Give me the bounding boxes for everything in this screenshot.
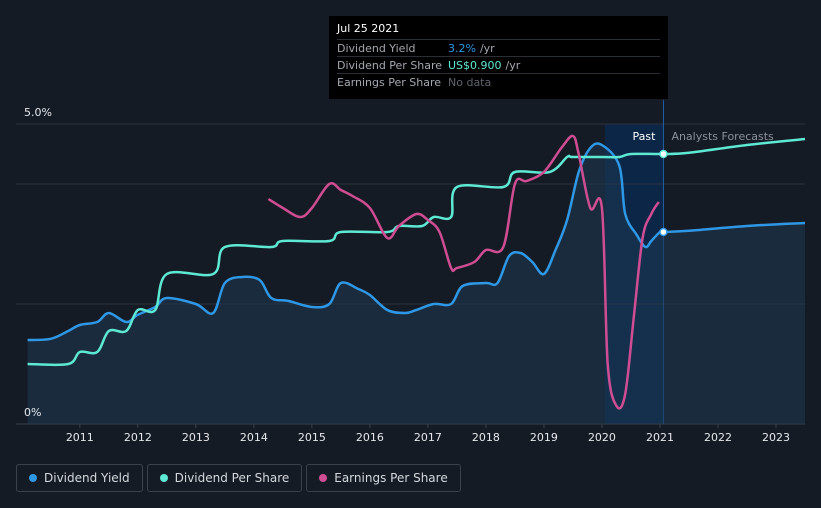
tooltip-date: Jul 25 2021 bbox=[337, 22, 400, 35]
x-tick-label: 2014 bbox=[240, 431, 268, 444]
tooltip-label: Dividend Per Share bbox=[337, 58, 443, 72]
series-layer bbox=[27, 134, 806, 425]
tooltip-value: US$0.900 bbox=[448, 58, 502, 72]
dividend-per-share-marker bbox=[659, 149, 668, 159]
past-label: Past bbox=[633, 130, 657, 143]
legend-dividend-per-share[interactable]: Dividend Per Share bbox=[146, 464, 303, 492]
x-tick-label: 2017 bbox=[414, 431, 442, 444]
dividend-yield-area bbox=[27, 143, 806, 425]
legend-dot-icon bbox=[319, 474, 328, 482]
x-tick-label: 2012 bbox=[124, 431, 152, 444]
tooltip-label: Earnings Per Share bbox=[337, 75, 442, 89]
x-tick-label: 2019 bbox=[530, 431, 558, 444]
legend-label: Earnings Per Share bbox=[334, 471, 448, 485]
x-tick-label: 2015 bbox=[298, 431, 326, 444]
x-tick-label: 2013 bbox=[182, 431, 210, 444]
dividend-yield-marker bbox=[659, 227, 668, 237]
legend-dividend-yield[interactable]: Dividend Yield bbox=[16, 464, 143, 492]
y-tick-label: 0% bbox=[24, 406, 41, 419]
y-tick-label: 5.0% bbox=[24, 106, 52, 119]
tooltip-row-eps: Earnings Per Share No data bbox=[337, 73, 660, 90]
x-tick-label: 2022 bbox=[704, 431, 732, 444]
x-tick-label: 2018 bbox=[472, 431, 500, 444]
legend-earnings-per-share[interactable]: Earnings Per Share bbox=[306, 464, 461, 492]
x-tick-label: 2011 bbox=[66, 431, 94, 444]
earnings-per-share-line bbox=[267, 134, 660, 410]
x-tick-label: 2023 bbox=[762, 431, 790, 444]
forecast-label: Analysts Forecasts bbox=[671, 130, 774, 143]
tooltip-unit: /yr bbox=[505, 58, 521, 72]
tooltip-row-dps: Dividend Per Share US$0.900 /yr bbox=[337, 56, 660, 73]
x-tick-label: 2021 bbox=[646, 431, 674, 444]
legend-label: Dividend Yield bbox=[44, 471, 130, 485]
chart-legend: Dividend Yield Dividend Per Share Earnin… bbox=[16, 464, 461, 492]
dividend-yield-line bbox=[27, 142, 806, 342]
x-tick-label: 2020 bbox=[588, 431, 616, 444]
axis-layer: 2011 2012 2013 2014 2015 2016 2017 2018 2019 2020… bbox=[24, 106, 790, 444]
legend-label: Dividend Per Share bbox=[174, 471, 290, 485]
tooltip-unit: /yr bbox=[479, 41, 495, 55]
tooltip-value: 3.2% bbox=[448, 41, 476, 55]
legend-dot-icon bbox=[159, 474, 168, 482]
legend-dot-icon bbox=[29, 474, 37, 482]
x-tick-label: 2016 bbox=[356, 431, 384, 444]
hover-tooltip: Jul 25 2021 Dividend Yield 3.2% /yr Divi… bbox=[329, 16, 668, 99]
tooltip-row-yield: Dividend Yield 3.2% /yr bbox=[337, 39, 660, 56]
tooltip-label: Dividend Yield bbox=[337, 41, 416, 55]
tooltip-value: No data bbox=[448, 75, 492, 89]
